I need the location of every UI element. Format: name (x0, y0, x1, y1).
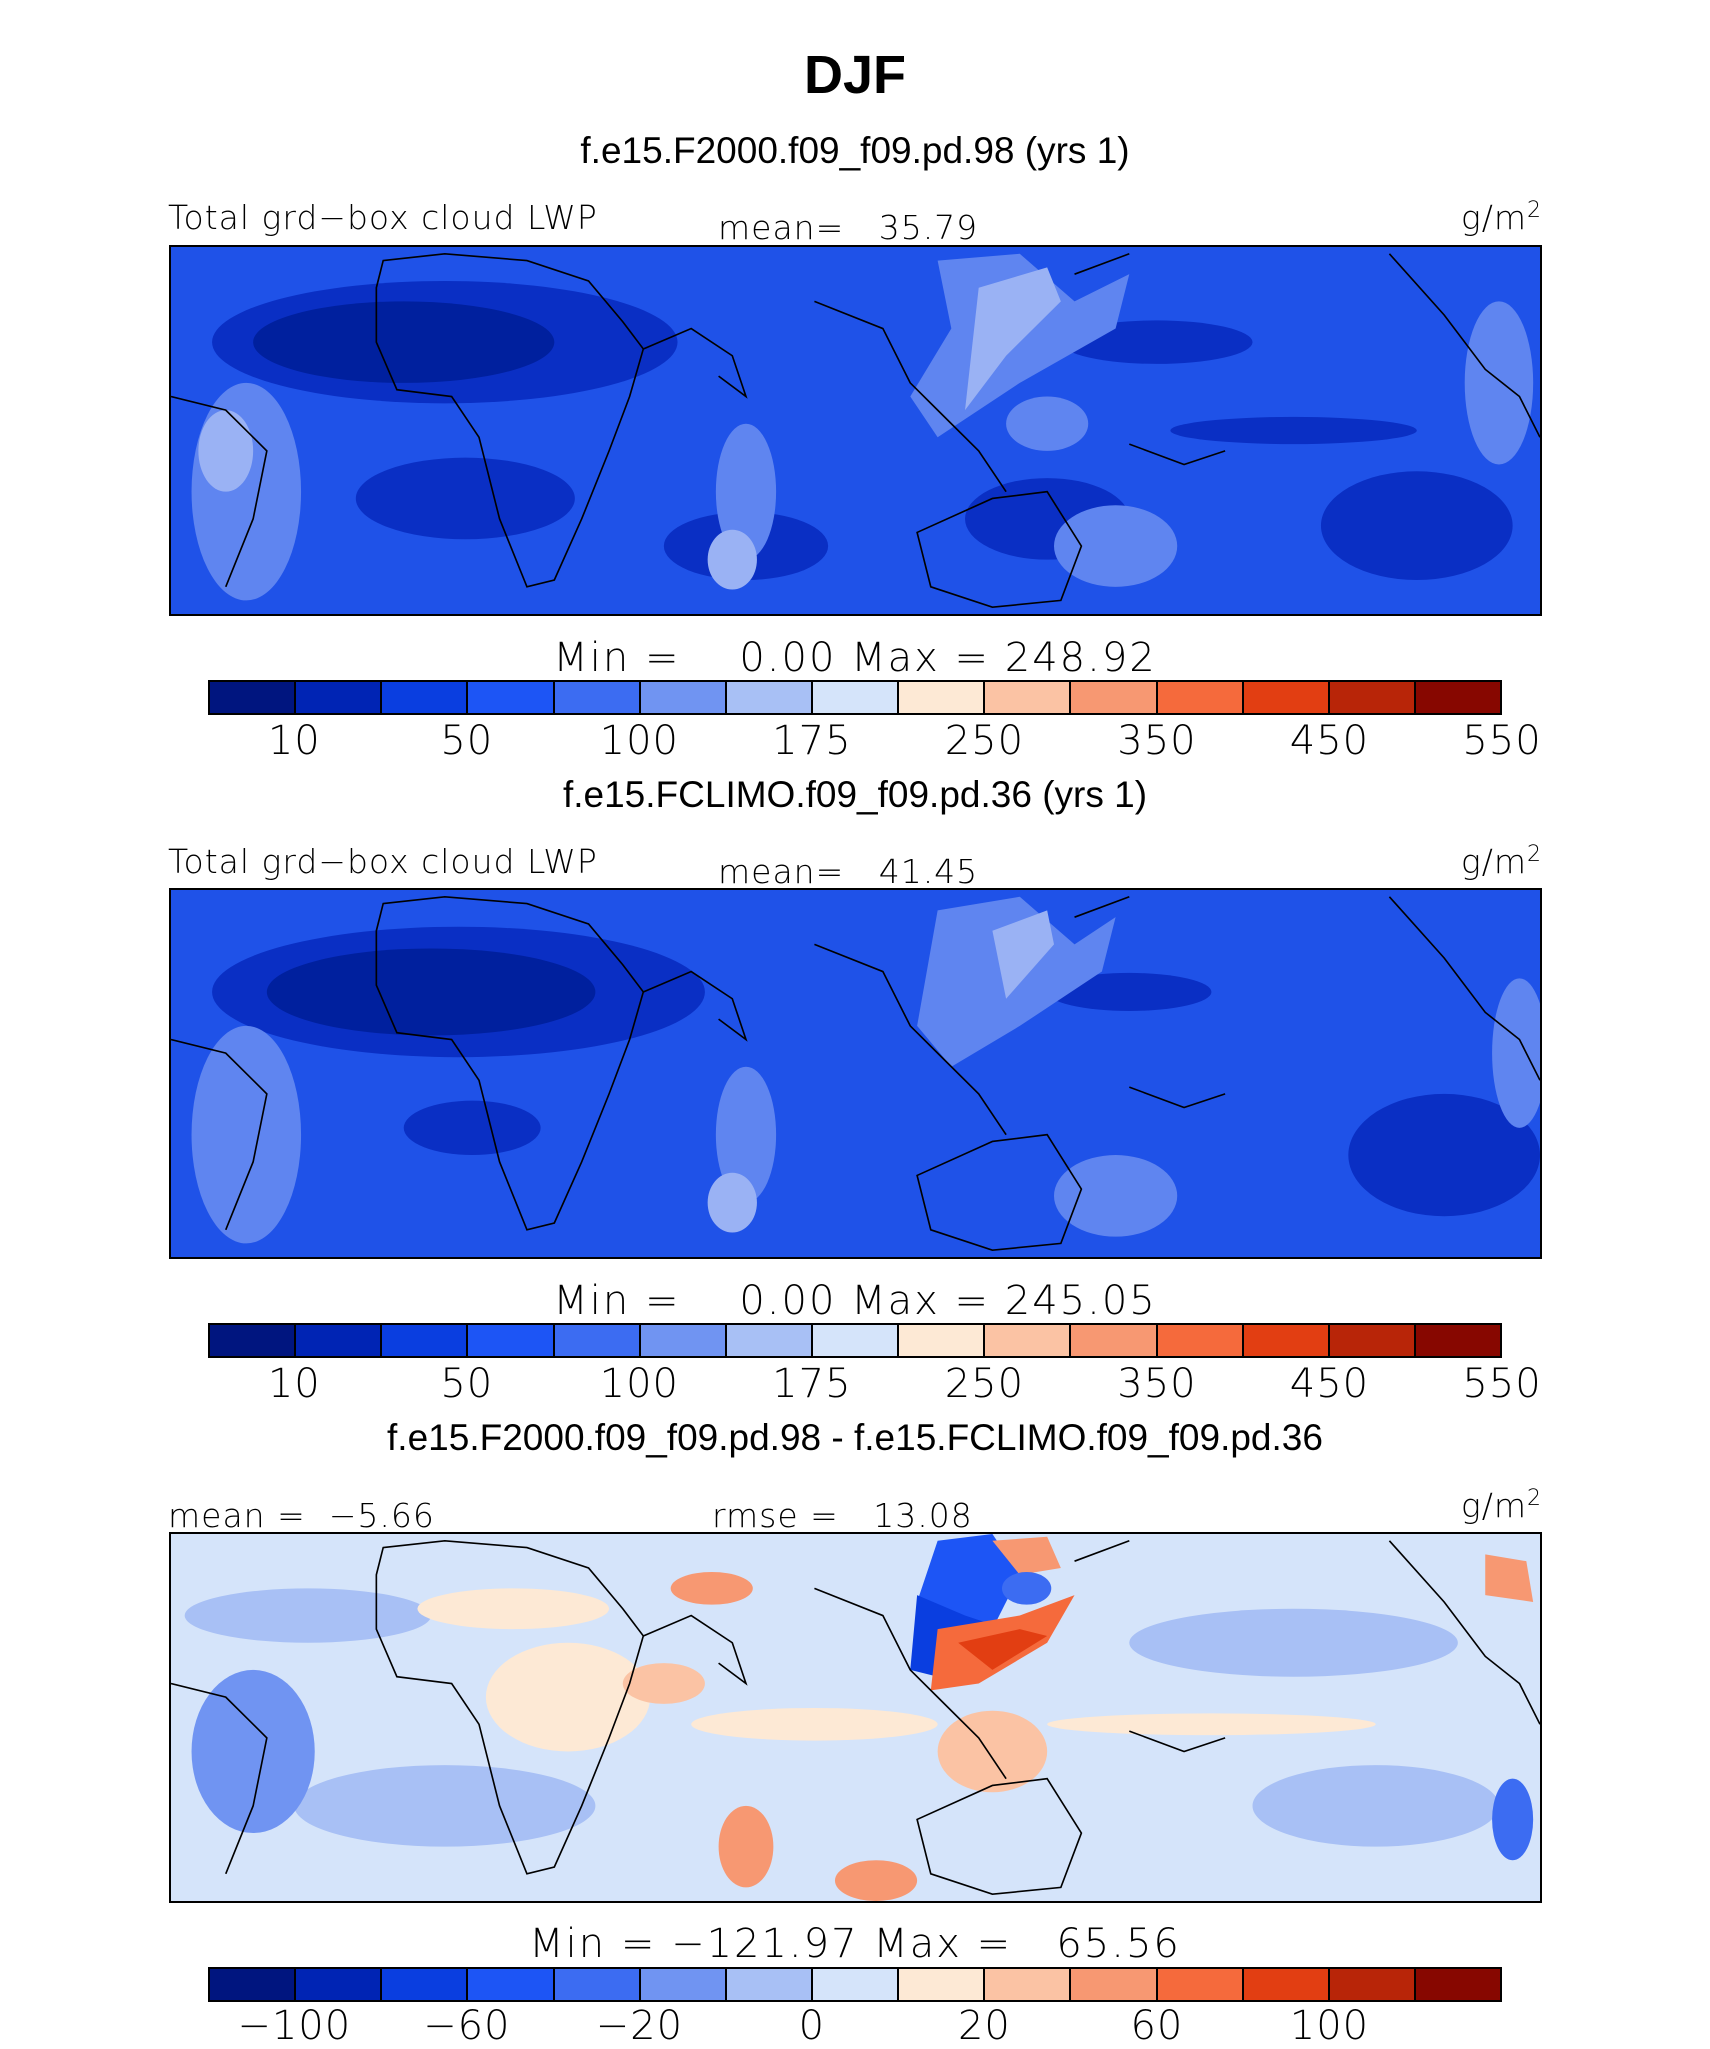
colorbar-tick-label: 250 (944, 718, 1025, 764)
colorbar-tick-label: −20 (595, 2003, 684, 2049)
colorbar-tick-label: 10 (267, 718, 321, 764)
colorbar-swatch (640, 1325, 727, 1356)
colorbar-swatch (382, 1325, 469, 1356)
colorbar-swatch (985, 1969, 1072, 2000)
panel1-units-label: g/m2 (1460, 198, 1542, 237)
panel3-case-title: f.e15.F2000.f09_f09.pd.98 - f.e15.FCLIMO… (387, 1417, 1323, 1458)
colorbar-tick-label: 60 (1130, 2003, 1184, 2049)
panel3-difference-map (169, 1532, 1542, 1903)
colorbar-tick-label: 450 (1289, 718, 1370, 764)
colorbar-swatch (1329, 1325, 1416, 1356)
colorbar-swatch (554, 682, 641, 713)
panel1-map (169, 245, 1542, 616)
colorbar-swatch (1071, 1325, 1158, 1356)
panel3-minmax: Min = −121.97 Max = 65.56 (529, 1921, 1181, 1967)
colorbar-tick-label: 350 (1117, 1361, 1197, 1407)
colorbar-tick-label: 100 (599, 718, 680, 764)
colorbar-swatch (468, 1325, 555, 1356)
colorbar-swatch (296, 1325, 383, 1356)
colorbar-swatch (210, 1969, 297, 2000)
colorbar-swatch (726, 1325, 813, 1356)
panel2-map (169, 888, 1542, 1259)
colorbar-tick-label: 50 (440, 1361, 494, 1407)
colorbar-swatch (640, 682, 727, 713)
colorbar-1 (208, 680, 1502, 715)
colorbar-swatch (468, 682, 555, 713)
colorbar-swatch (899, 1325, 986, 1356)
colorbar-tick-label: 50 (440, 718, 494, 764)
colorbar-swatch (1243, 1325, 1330, 1356)
colorbar-swatch (1415, 1325, 1501, 1356)
panel1-mean-label: mean= 35.79 (718, 208, 979, 247)
panel2-case-title: f.e15.FCLIMO.f09_f09.pd.36 (yrs 1) (562, 774, 1148, 815)
colorbar-swatch (1071, 1969, 1158, 2000)
colorbar-tick-label: 100 (1289, 2003, 1370, 2049)
panel2-variable-label: Total grd−box cloud LWP (168, 842, 598, 881)
colorbar-swatch (1071, 682, 1158, 713)
panel1-variable-label: Total grd−box cloud LWP (168, 198, 598, 237)
colorbar-tick-label: 100 (599, 1361, 680, 1407)
colorbar-swatch (812, 1969, 900, 2000)
panel2-mean-label: mean= 41.45 (718, 852, 979, 891)
colorbar-tick-label: 10 (267, 1361, 321, 1407)
colorbar-swatch (985, 682, 1072, 713)
colorbar-swatch (812, 682, 900, 713)
colorbar-swatch (296, 1969, 383, 2000)
season-title: DJF (803, 45, 906, 105)
colorbar-swatch (1157, 1325, 1244, 1356)
colorbar-tick-label: 550 (1462, 718, 1542, 764)
colorbar-swatch (1329, 1969, 1416, 2000)
colorbar-swatch (1329, 682, 1416, 713)
colorbar-tick-label: 250 (944, 1361, 1025, 1407)
colorbar-swatch (1415, 682, 1501, 713)
panel1-case-title: f.e15.F2000.f09_f09.pd.98 (yrs 1) (580, 130, 1130, 171)
colorbar-tick-label: 175 (772, 1361, 852, 1407)
colorbar-tick-label: 350 (1117, 718, 1197, 764)
colorbar-swatch (210, 682, 297, 713)
colorbar-swatch (812, 1325, 900, 1356)
colorbar-tick-label: 450 (1289, 1361, 1370, 1407)
colorbar-swatch (899, 1969, 986, 2000)
colorbar-swatch (726, 682, 813, 713)
panel2-units-label: g/m2 (1460, 842, 1542, 881)
colorbar-tick-label: 550 (1462, 1361, 1542, 1407)
panel3-units-label: g/m2 (1460, 1486, 1542, 1525)
colorbar-swatch (468, 1969, 555, 2000)
colorbar-swatch (899, 682, 986, 713)
panel3-rmse-label: rmse = 13.08 (712, 1496, 973, 1535)
colorbar-tick-label: 0 (798, 2003, 826, 2049)
colorbar-swatch (726, 1969, 813, 2000)
colorbar-2 (208, 1323, 1502, 1358)
panel1-minmax: Min = 0.00 Max = 248.92 (553, 635, 1157, 681)
colorbar-swatch (1415, 1969, 1501, 2000)
colorbar-swatch (1243, 1969, 1330, 2000)
colorbar-swatch (1243, 682, 1330, 713)
colorbar-swatch (296, 682, 383, 713)
colorbar-swatch (1157, 682, 1244, 713)
colorbar-swatch (554, 1325, 641, 1356)
colorbar-tick-label: 20 (957, 2003, 1011, 2049)
colorbar-swatch (382, 1969, 469, 2000)
colorbar-tick-label: −60 (423, 2003, 511, 2049)
colorbar-swatch (985, 1325, 1072, 1356)
colorbar-tick-label: 175 (772, 718, 852, 764)
colorbar-swatch (640, 1969, 727, 2000)
colorbar-swatch (554, 1969, 641, 2000)
colorbar-swatch (382, 682, 469, 713)
colorbar-swatch (1157, 1969, 1244, 2000)
colorbar-tick-label: −100 (237, 2003, 352, 2049)
colorbar-swatch (210, 1325, 297, 1356)
panel2-minmax: Min = 0.00 Max = 245.05 (553, 1278, 1157, 1324)
colorbar-3 (208, 1967, 1502, 2002)
panel3-mean-label: mean = −5.66 (168, 1496, 435, 1535)
